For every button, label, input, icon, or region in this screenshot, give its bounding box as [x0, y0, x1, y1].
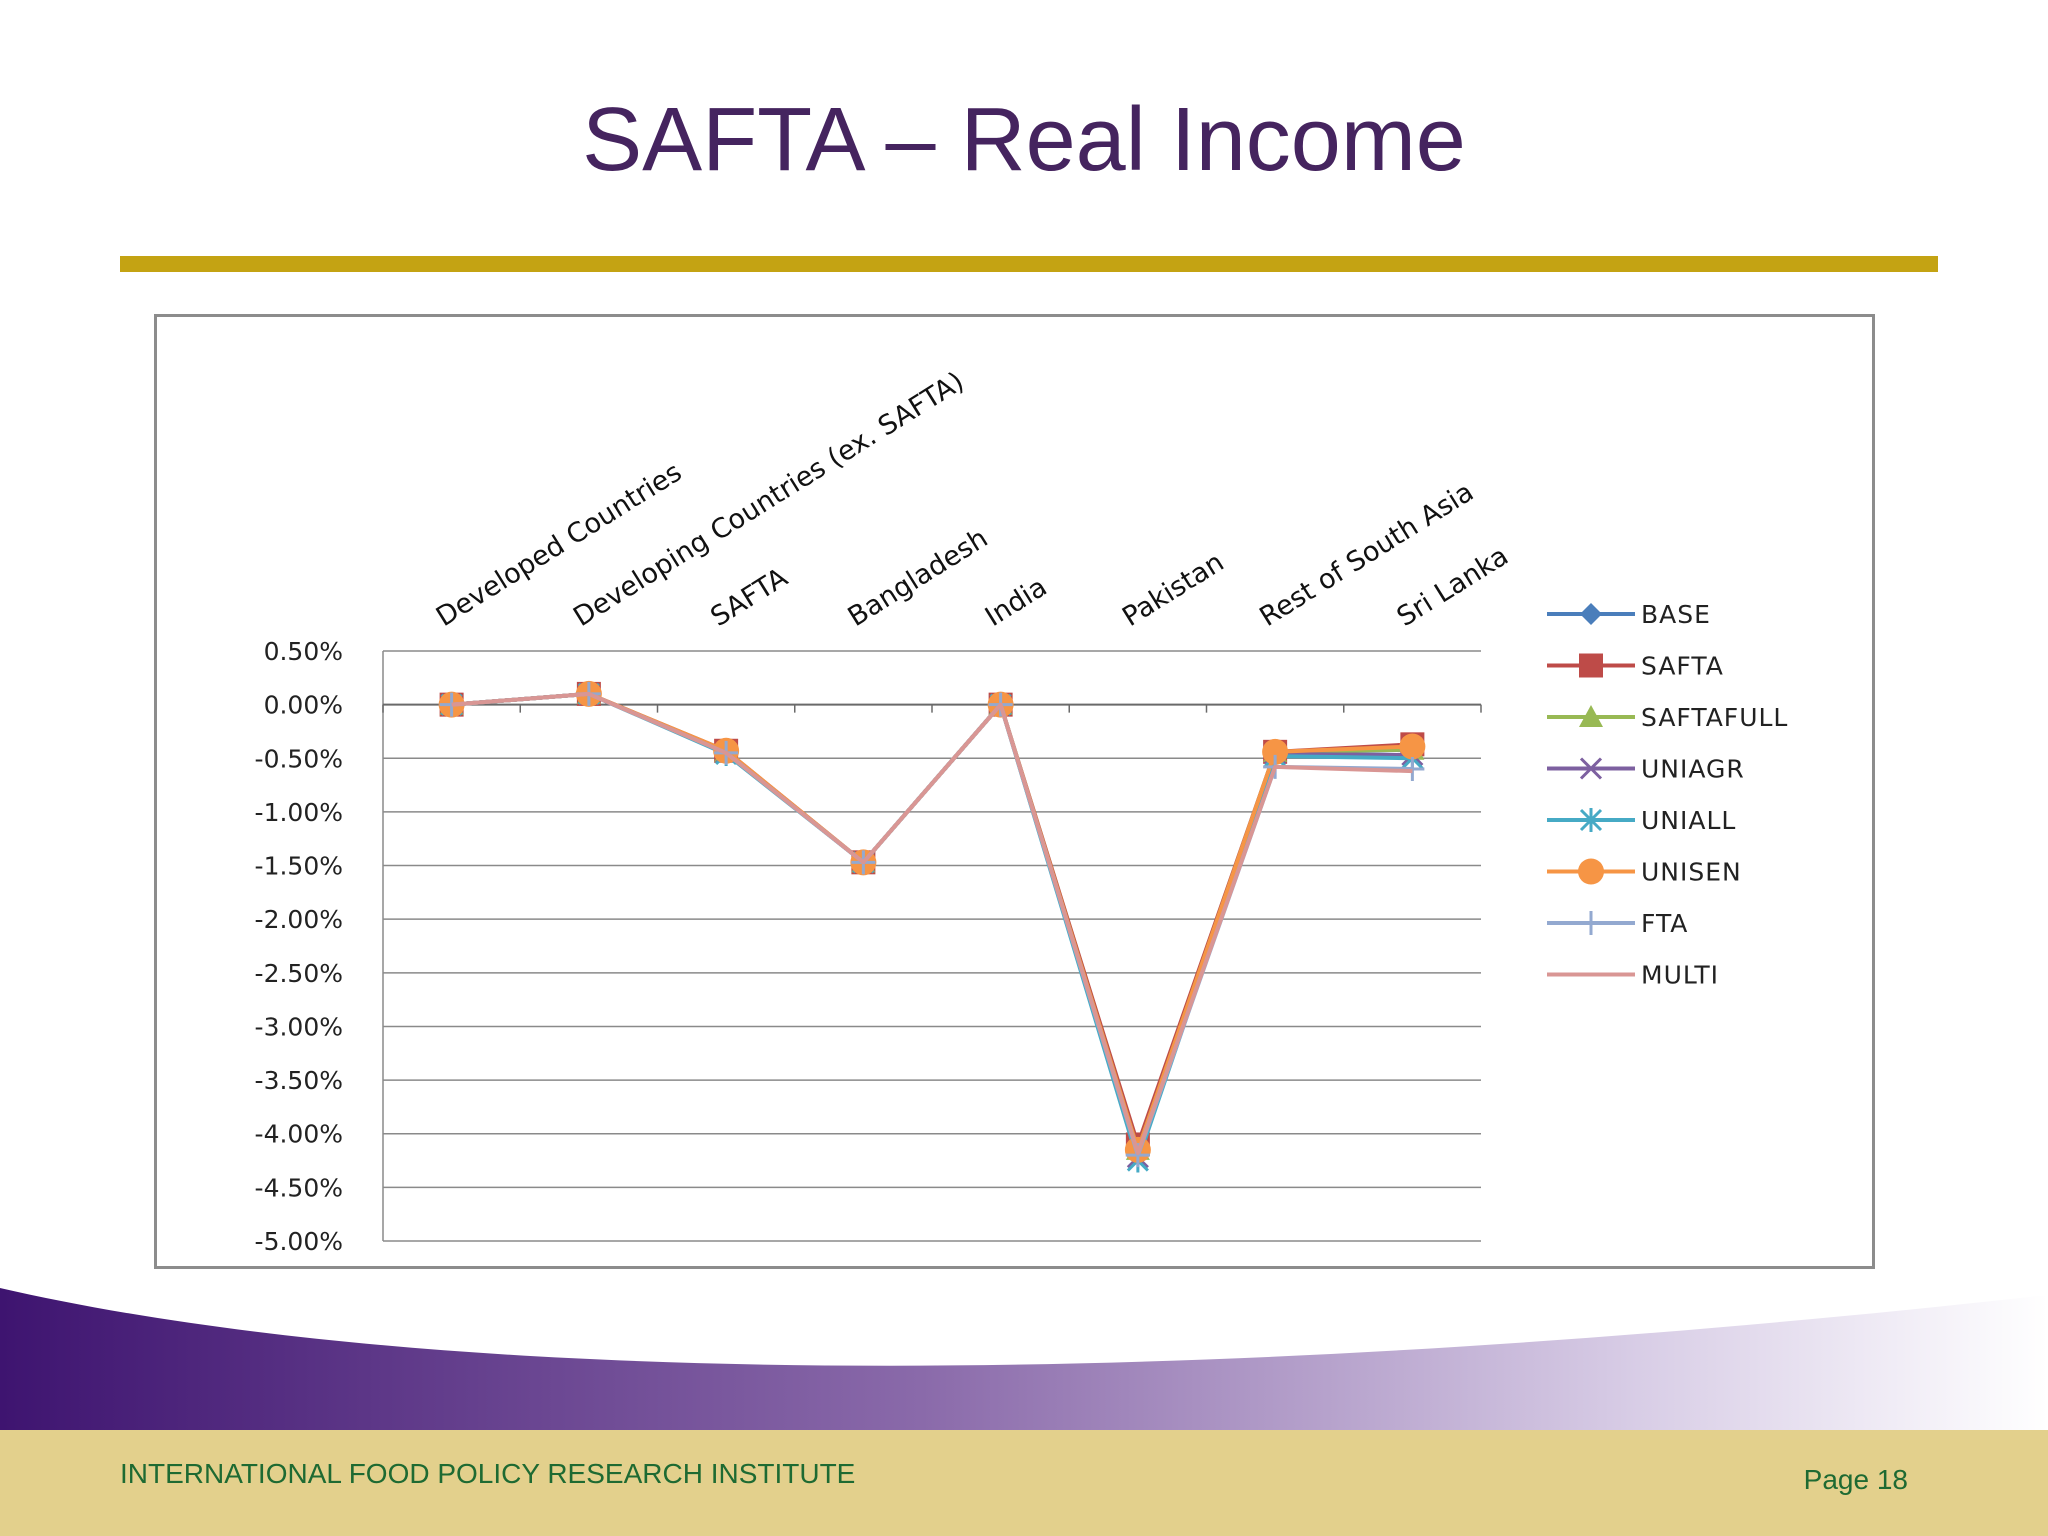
y-tick-label: -2.50% [255, 959, 343, 988]
legend-label: UNIALL [1641, 806, 1736, 835]
data-point [1262, 738, 1289, 765]
slide-title: SAFTA – Real Income [582, 90, 1466, 190]
data-point [1399, 733, 1426, 760]
legend-label: SAFTA [1641, 652, 1724, 681]
y-tick-label: -4.50% [255, 1173, 343, 1202]
x-category-label: Pakistan [1117, 547, 1229, 633]
legend-label: MULTI [1641, 961, 1719, 990]
decorative-swoosh [0, 1288, 2048, 1432]
y-tick-label: -0.50% [255, 744, 343, 773]
footer-org-name: INTERNATIONAL FOOD POLICY RESEARCH INSTI… [120, 1458, 856, 1489]
data-point [1579, 911, 1603, 935]
x-category-label: SAFTA [705, 562, 793, 633]
y-tick-label: -3.00% [255, 1012, 343, 1041]
legend-label: UNISEN [1641, 858, 1742, 887]
title-rule [120, 256, 1938, 272]
x-category-label: Sri Lanka [1392, 541, 1514, 633]
page-number: Page 18 [1803, 1464, 1908, 1495]
y-tick-label: 0.50% [264, 637, 343, 666]
data-point [1579, 705, 1603, 727]
y-tick-label: -3.50% [255, 1066, 343, 1095]
y-tick-label: -1.50% [255, 852, 343, 881]
data-point [1579, 653, 1603, 678]
y-tick-label: -1.00% [255, 798, 343, 827]
x-category-label: India [980, 572, 1053, 633]
series-line-multi [451, 691, 1413, 1156]
footer-band [0, 1430, 2048, 1536]
data-point [1579, 757, 1603, 780]
y-tick-label: -5.00% [255, 1227, 343, 1256]
legend-label: FTA [1641, 909, 1688, 938]
data-point [1578, 858, 1604, 885]
y-tick-label: -4.00% [255, 1120, 343, 1149]
data-point [1579, 808, 1603, 832]
legend-label: BASE [1641, 600, 1711, 629]
line-chart: 0.50% 0.00% -0.50% -1.00% -1.50% -2.00% -2.50%… [255, 366, 1788, 1256]
legend-label: UNIAGR [1641, 755, 1745, 784]
x-category-label: Bangladesh [843, 523, 994, 633]
legend-label: SAFTAFULL [1641, 703, 1788, 732]
data-point [1580, 603, 1602, 625]
y-tick-label: 0.00% [264, 691, 343, 720]
chart-frame: 0.50% 0.00% -0.50% -1.00% -1.50% -2.00% -2.50%… [154, 314, 1875, 1269]
x-category-label: Developed Countries [431, 457, 687, 633]
y-tick-label: -2.00% [255, 905, 343, 934]
